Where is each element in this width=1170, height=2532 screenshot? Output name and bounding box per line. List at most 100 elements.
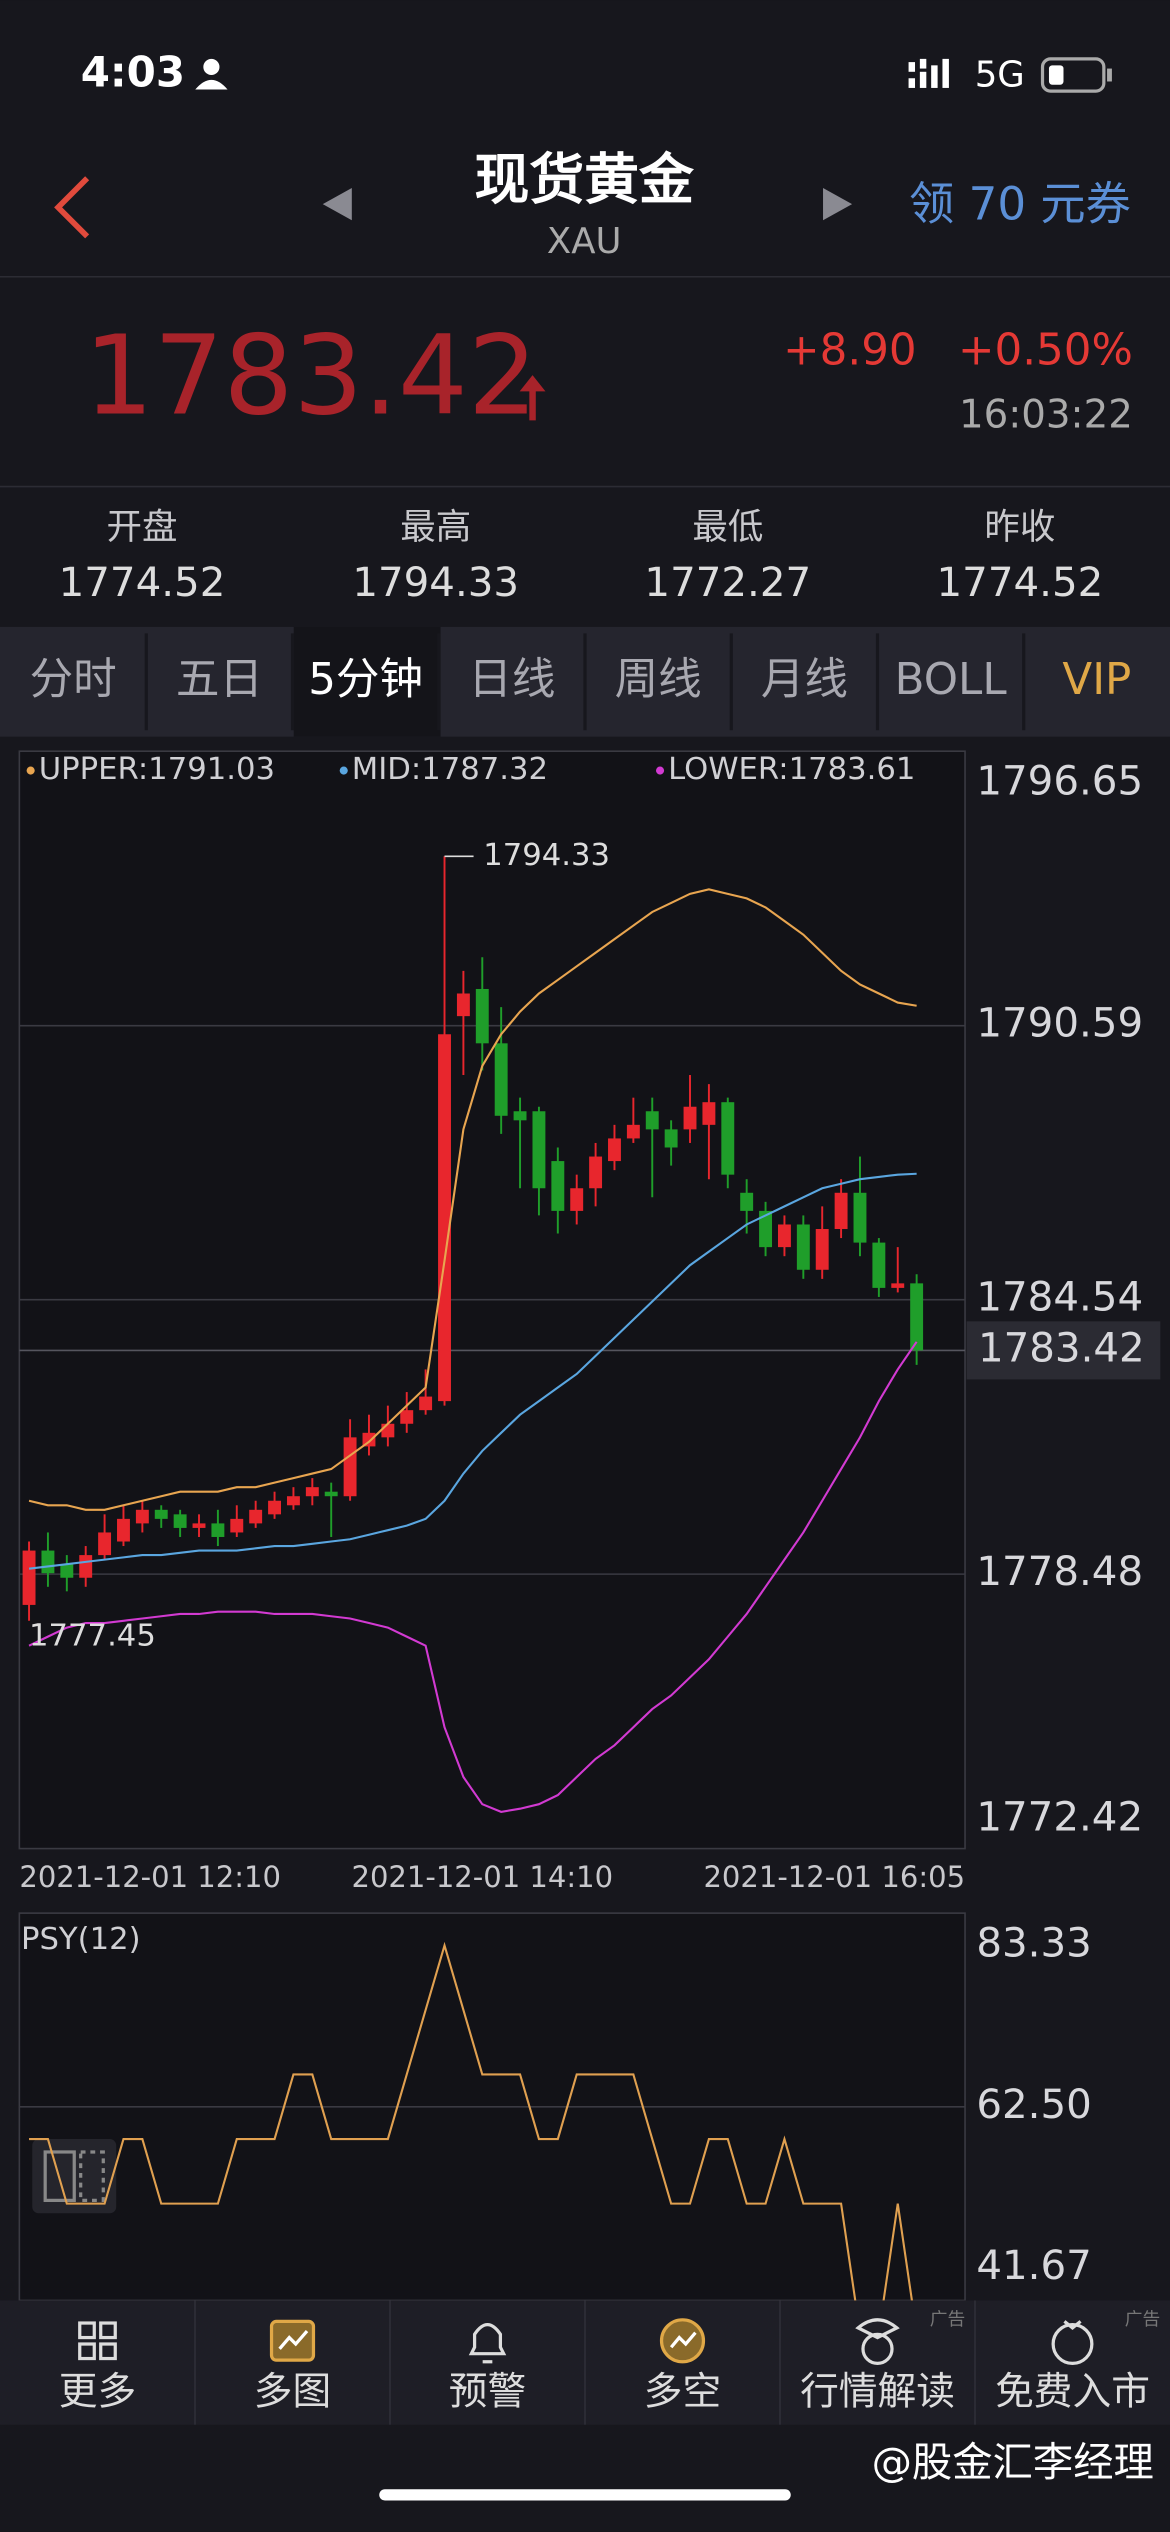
candle-body [910,1283,924,1351]
nav-label[interactable]: 免费入市 [995,2370,1150,2415]
tab[interactable]: 日线 [468,655,555,705]
network-label: 5G [975,55,1025,96]
candle-body [60,1564,74,1578]
y-tick-label: 41.67 [976,2242,1091,2289]
indicator-line [29,1941,913,2301]
y-tick-label: 62.50 [976,2081,1091,2128]
low-label: 1777.45 [29,1618,156,1653]
nav-label[interactable]: 预警 [449,2370,526,2415]
candle-body [456,993,470,1017]
legend-dot [656,766,665,775]
candle-body [79,1555,93,1578]
candle-body [721,1102,735,1175]
candle-body [570,1188,584,1211]
stat-value: 1774.52 [937,559,1104,606]
price-change-percent: +0.50% [958,326,1133,376]
nav-label[interactable]: 多图 [254,2370,331,2415]
candle-body [626,1124,640,1139]
battery-icon [1040,57,1112,93]
y-tick-label: 1772.42 [976,1794,1143,1841]
nav-icon [269,2319,316,2362]
tab[interactable]: VIP [1062,655,1131,705]
candle-body [834,1192,848,1230]
x-tick-label: 2021-12-01 16:05 [703,1860,965,1894]
candle-body [154,1509,168,1519]
candle-body [98,1532,112,1556]
ad-tag: 广告 [930,2309,966,2330]
y-tick-label: 1778.48 [976,1548,1143,1595]
high-label: 1794.33 [483,838,610,873]
candle-body [494,1043,508,1116]
x-tick-label: 2021-12-01 12:10 [19,1860,281,1894]
candle-body [513,1111,527,1121]
candle-body [759,1210,773,1248]
indicator-line [28,1172,917,1570]
candle-body [41,1550,55,1574]
y-tick-label: 1790.59 [976,1000,1143,1047]
tab[interactable]: 周线 [615,655,702,705]
candle-body [532,1111,546,1189]
nav-label[interactable]: 行情解读 [800,2370,955,2415]
candle-body [645,1111,659,1130]
candle-body [551,1161,565,1211]
candle-body [324,1491,338,1497]
stat-label: 最高 [400,506,471,547]
legend-entry: UPPER:1791.03 [39,752,275,787]
nav-icon [468,2323,507,2364]
candle-body [268,1500,282,1515]
nav-label[interactable]: 多空 [644,2370,721,2415]
indicator-title: PSY(12) [21,1922,141,1957]
up-arrow [519,375,546,421]
candle-body [664,1129,678,1148]
candle-body [381,1423,395,1438]
back-button[interactable] [54,176,90,239]
stat-value: 1794.33 [352,559,519,606]
nav-icon [1051,2320,1094,2365]
tab[interactable]: BOLL [895,655,1008,705]
candle-body [230,1518,244,1533]
candle-body [22,1550,36,1605]
tab[interactable]: 五日 [176,655,263,705]
chart-tool-icon[interactable] [32,2139,117,2214]
tab[interactable]: 月线 [761,655,848,705]
stat-label: 开盘 [107,506,178,547]
candle-body [872,1242,886,1288]
candle-body [702,1102,716,1125]
candle-body [796,1224,810,1270]
nav-label[interactable]: 更多 [59,2370,136,2415]
coupon-link[interactable]: 领 70 元券 [909,177,1131,230]
ad-tag: 广告 [1125,2309,1161,2330]
candle-body [777,1224,791,1248]
indicator-line [28,888,917,1511]
candle-body [589,1156,603,1189]
stat-label: 昨收 [984,506,1055,547]
legend-dot [339,766,348,775]
prev-button[interactable] [322,187,352,221]
candle-body [419,1396,433,1411]
candle-body [740,1192,754,1211]
tab[interactable]: 分时 [30,655,117,705]
y-tick-label: 1796.65 [976,757,1143,804]
candle-body [815,1229,829,1270]
y-tick-label: 1784.54 [976,1274,1143,1321]
candle-body [683,1106,697,1130]
stat-label: 最低 [692,506,763,547]
status-time: 4:03 [81,48,185,97]
next-button[interactable] [823,187,853,221]
candle-body [475,988,489,1044]
nav-icon [855,2318,900,2365]
stat-value: 1774.52 [59,559,226,606]
watermark: @股金汇李经理 [872,2439,1154,2486]
candle-body [173,1514,187,1528]
legend-dot [26,766,35,775]
candle-body [192,1523,206,1528]
candle-body [286,1496,300,1506]
candle-body [249,1509,263,1524]
tab[interactable]: 5分钟 [308,655,423,705]
active-tab-background [293,626,441,737]
candle-body [305,1487,319,1497]
page-subtitle: XAU [547,221,622,262]
candle-body [117,1518,130,1542]
